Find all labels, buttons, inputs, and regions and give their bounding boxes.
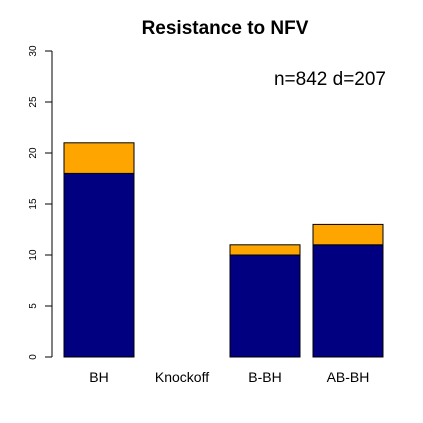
x-tick-label: AB-BH [327,369,370,385]
bar-b-bh-segment-1 [229,244,301,256]
bar-bh-segment-1 [63,142,135,174]
bar-ab-bh-segment-0 [312,244,384,358]
y-tick-label: 0 [28,354,39,360]
chart-annotation: n=842 d=207 [274,69,386,90]
x-axis-labels: BH Knockoff B-BH AB-BH [89,369,369,385]
y-tick-label: 15 [28,198,39,210]
x-tick-label: BH [89,369,108,385]
chart-title: Resistance to NFV [142,18,309,39]
y-tick-label: 5 [28,303,39,309]
y-tick-label: 25 [28,96,39,108]
y-axis: 0 5 10 15 20 25 30 [28,45,53,360]
y-tick-label: 20 [28,147,39,159]
y-tick-label: 10 [28,249,39,261]
bar-b-bh-segment-0 [229,254,301,358]
bar-ab-bh-segment-1 [312,223,384,246]
x-tick-label: B-BH [248,369,281,385]
x-tick-label: Knockoff [155,369,209,385]
bar-bh-segment-0 [63,172,135,358]
bars [63,142,384,358]
y-tick-label: 30 [28,45,39,57]
